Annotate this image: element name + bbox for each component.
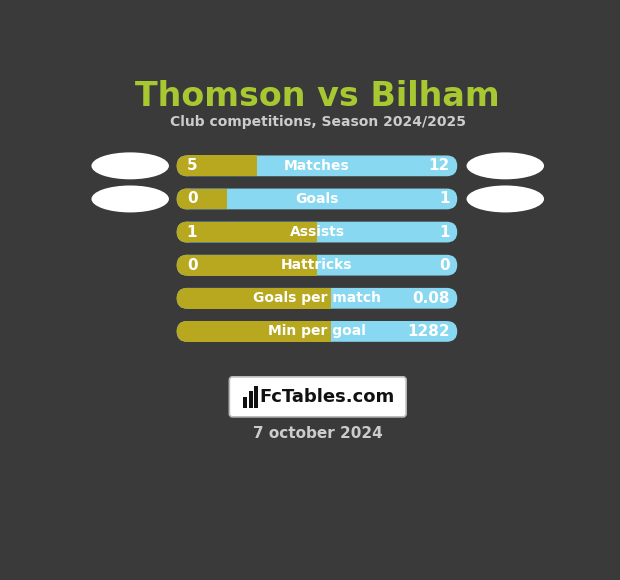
Text: Goals: Goals bbox=[295, 192, 339, 206]
Ellipse shape bbox=[92, 186, 169, 212]
FancyBboxPatch shape bbox=[177, 188, 198, 209]
Text: 12: 12 bbox=[428, 158, 450, 173]
Bar bbox=[187, 255, 317, 276]
FancyBboxPatch shape bbox=[177, 222, 458, 242]
FancyBboxPatch shape bbox=[229, 377, 406, 417]
Text: 0.08: 0.08 bbox=[412, 291, 450, 306]
Bar bbox=[187, 222, 317, 242]
Text: Assists: Assists bbox=[290, 225, 345, 239]
Text: FcTables.com: FcTables.com bbox=[259, 388, 395, 406]
Bar bbox=[187, 288, 331, 309]
Bar bbox=[187, 321, 331, 342]
Ellipse shape bbox=[467, 186, 544, 212]
Text: 1: 1 bbox=[439, 191, 450, 206]
FancyBboxPatch shape bbox=[177, 255, 458, 276]
Ellipse shape bbox=[467, 153, 544, 179]
Text: 0: 0 bbox=[187, 258, 197, 273]
Text: 1: 1 bbox=[439, 224, 450, 240]
FancyBboxPatch shape bbox=[177, 188, 458, 209]
Bar bbox=[254, 386, 258, 408]
Text: 0: 0 bbox=[439, 258, 450, 273]
Text: 5: 5 bbox=[187, 158, 197, 173]
FancyBboxPatch shape bbox=[177, 321, 198, 342]
Bar bbox=[187, 155, 257, 176]
Text: 1282: 1282 bbox=[407, 324, 450, 339]
Text: 1: 1 bbox=[187, 224, 197, 240]
FancyBboxPatch shape bbox=[177, 222, 198, 242]
Ellipse shape bbox=[92, 153, 169, 179]
FancyBboxPatch shape bbox=[177, 288, 458, 309]
Bar bbox=[243, 397, 247, 408]
FancyBboxPatch shape bbox=[177, 321, 458, 342]
Text: Thomson vs Bilham: Thomson vs Bilham bbox=[135, 80, 500, 113]
Text: 7 october 2024: 7 october 2024 bbox=[253, 426, 383, 441]
Bar bbox=[249, 392, 253, 408]
Text: Goals per match: Goals per match bbox=[253, 291, 381, 305]
Text: Hattricks: Hattricks bbox=[281, 258, 353, 272]
FancyBboxPatch shape bbox=[177, 255, 198, 276]
Text: Min per goal: Min per goal bbox=[268, 324, 366, 338]
Bar bbox=[187, 188, 227, 209]
FancyBboxPatch shape bbox=[177, 155, 458, 176]
Text: 0: 0 bbox=[187, 191, 197, 206]
FancyBboxPatch shape bbox=[177, 155, 198, 176]
FancyBboxPatch shape bbox=[177, 288, 198, 309]
Text: Club competitions, Season 2024/2025: Club competitions, Season 2024/2025 bbox=[170, 115, 466, 129]
Text: Matches: Matches bbox=[284, 159, 350, 173]
